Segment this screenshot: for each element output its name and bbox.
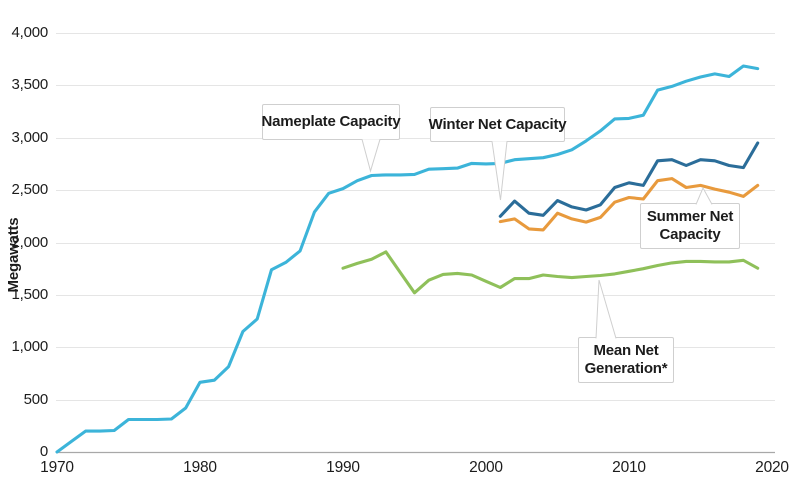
y-tick-label: 0 bbox=[39, 443, 48, 460]
y-tick-label: 4,000 bbox=[11, 24, 48, 41]
y-tick-label: 2,500 bbox=[11, 181, 48, 198]
callout-summer-label: Summer Net Capacity bbox=[646, 208, 734, 243]
y-tick-label: 3,500 bbox=[11, 76, 48, 93]
x-tick-label: 2020 bbox=[755, 459, 789, 476]
gridlines bbox=[56, 33, 775, 454]
series-line-winter-net-capacity bbox=[498, 141, 760, 218]
x-tick-label: 1980 bbox=[183, 459, 217, 476]
callout-winter-net-capacity: Winter Net Capacity bbox=[428, 107, 567, 142]
series-line-summer-net-capacity bbox=[498, 177, 760, 232]
x-tick-label: 1970 bbox=[40, 459, 74, 476]
y-tick-label: 3,000 bbox=[11, 129, 48, 146]
series-line-mean-net-generation bbox=[341, 250, 760, 295]
x-tick-label: 1990 bbox=[326, 459, 360, 476]
callout-mean-net-generation: Mean Net Generation* bbox=[578, 337, 674, 383]
y-tick-label: 500 bbox=[23, 391, 49, 408]
callout-summer-net-capacity: Summer Net Capacity bbox=[640, 203, 740, 249]
callout-winter-label: Winter Net Capacity bbox=[428, 115, 567, 133]
y-tick-label: 1,000 bbox=[11, 338, 48, 355]
series-line-nameplate-capacity bbox=[55, 64, 760, 454]
x-tick-label: 2000 bbox=[469, 459, 503, 476]
y-tick-label: 1,500 bbox=[11, 286, 48, 303]
y-tick-label: 2,000 bbox=[11, 234, 48, 251]
callout-nameplate-label: Nameplate Capacity bbox=[261, 113, 401, 130]
callout-mean-label: Mean Net Generation* bbox=[584, 342, 668, 377]
callout-nameplate-capacity: Nameplate Capacity bbox=[261, 104, 401, 140]
x-tick-label: 2010 bbox=[612, 459, 646, 476]
